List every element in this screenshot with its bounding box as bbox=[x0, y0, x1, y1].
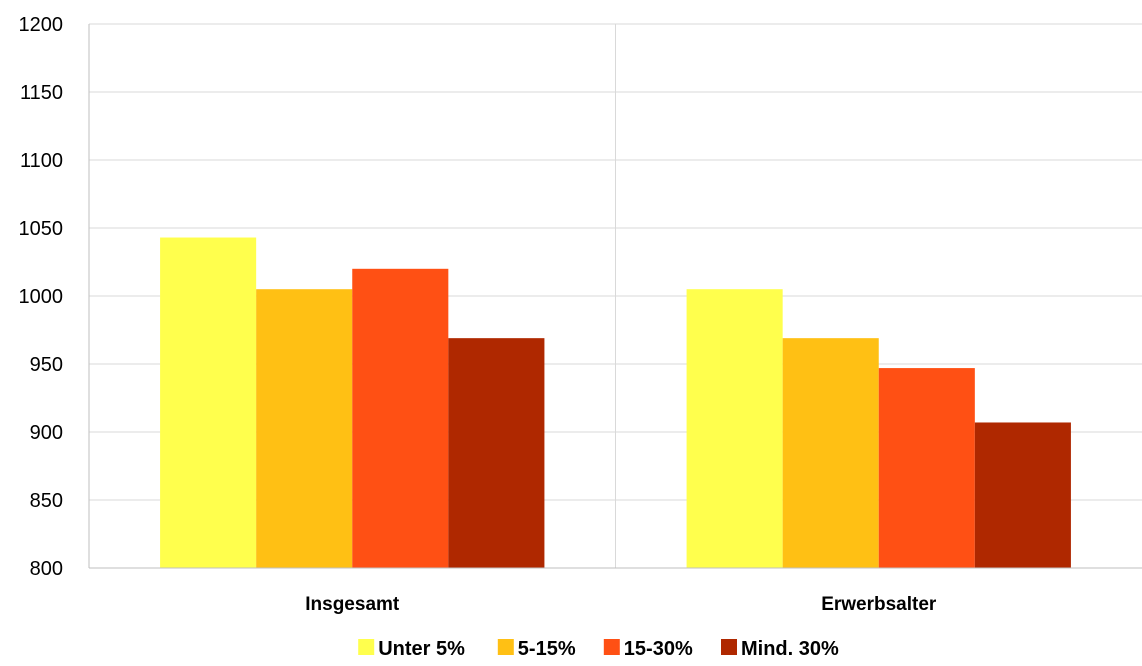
y-tick-label: 950 bbox=[30, 354, 63, 376]
y-tick-label: 900 bbox=[30, 422, 63, 444]
y-tick-label: 1100 bbox=[20, 150, 63, 172]
bar-insgesamt-0 bbox=[160, 237, 257, 568]
x-axis-categories: Insgesamt Erwerbsalter bbox=[305, 594, 937, 615]
y-tick-label: 850 bbox=[30, 490, 63, 512]
x-category-label: Erwerbsalter bbox=[821, 594, 937, 615]
y-tick-label: 800 bbox=[30, 558, 63, 580]
legend-swatch bbox=[497, 639, 514, 655]
bar-erwerbsalter-1 bbox=[782, 338, 879, 568]
bar-erwerbsalter-2 bbox=[878, 368, 975, 568]
bar-erwerbsalter-0 bbox=[686, 289, 783, 568]
bars bbox=[160, 237, 1071, 568]
legend-swatch bbox=[603, 639, 620, 655]
y-axis-ticks: 800 850 900 950 1000 1050 1100 1150 1200 bbox=[19, 14, 64, 580]
y-tick-label: 1050 bbox=[19, 218, 64, 240]
legend: Unter 5% 5-15% 15-30% Mind. 30% bbox=[358, 638, 839, 660]
bar-insgesamt-3 bbox=[448, 338, 545, 568]
bar-insgesamt-1 bbox=[256, 289, 353, 568]
axes bbox=[88, 24, 1142, 569]
legend-swatch bbox=[358, 639, 375, 655]
legend-swatch bbox=[721, 639, 737, 655]
y-tick-label: 1200 bbox=[19, 14, 64, 36]
legend-label: Mind. 30% bbox=[741, 638, 839, 660]
x-category-label: Insgesamt bbox=[305, 594, 400, 615]
bar-insgesamt-2 bbox=[352, 268, 449, 568]
legend-label: Unter 5% bbox=[378, 638, 465, 660]
y-tick-label: 1000 bbox=[19, 286, 64, 308]
bar-erwerbsalter-3 bbox=[974, 422, 1071, 568]
legend-label: 5-15% bbox=[518, 638, 576, 660]
y-tick-label: 1150 bbox=[20, 82, 63, 104]
legend-label: 15-30% bbox=[624, 638, 693, 660]
